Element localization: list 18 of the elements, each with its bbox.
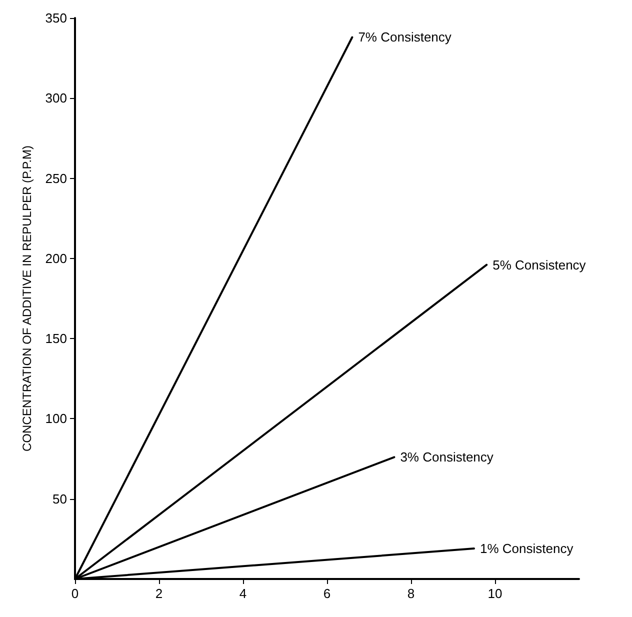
y-axis-title: CONCENTRATION OF ADDITIVE IN REPULPER (P.P.M) bbox=[20, 145, 34, 452]
y-tick-label: 350 bbox=[45, 10, 67, 26]
x-tick-label: 4 bbox=[239, 586, 247, 601]
x-tick-label: 8 bbox=[407, 586, 415, 601]
y-tick-label: 150 bbox=[45, 331, 67, 346]
x-tick-label: 0 bbox=[71, 586, 79, 601]
y-tick-label: 50 bbox=[52, 491, 67, 506]
x-tick-label: 10 bbox=[488, 586, 502, 601]
y-tick-label: 300 bbox=[45, 90, 67, 106]
series-label: 5% Consistency bbox=[492, 257, 586, 272]
y-tick-label: 200 bbox=[45, 250, 67, 266]
series-label: 1% Consistency bbox=[480, 541, 574, 556]
series-label: 3% Consistency bbox=[400, 450, 494, 465]
x-tick-label: 2 bbox=[155, 586, 163, 601]
series-label: 7% Consistency bbox=[358, 30, 452, 45]
x-tick-label: 6 bbox=[323, 586, 331, 601]
y-tick-label: 100 bbox=[45, 411, 67, 426]
y-tick-label: 250 bbox=[45, 170, 67, 186]
